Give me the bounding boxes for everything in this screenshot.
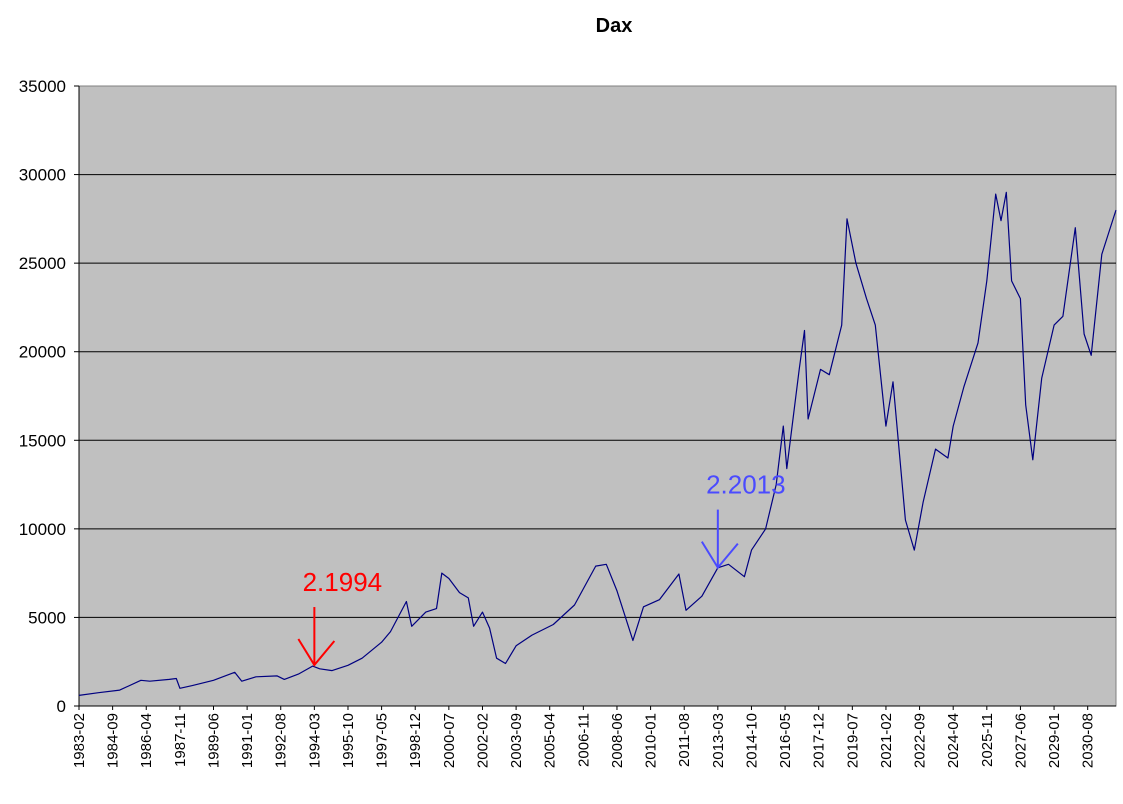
annotations: 2.1994 2.2013	[297, 470, 786, 667]
annotation-label: 2.1994	[303, 567, 383, 597]
x-tick-label: 2016-05	[777, 713, 794, 768]
x-tick-label: 2013-03	[710, 713, 727, 768]
x-tick-label: 1984-09	[105, 713, 122, 768]
plot-area	[78, 85, 1117, 707]
x-tick-label: 1989-06	[205, 713, 222, 768]
x-tick-label: 1995-10	[340, 713, 357, 768]
x-tick-label: 2021-02	[878, 713, 895, 768]
annotation-arrow-head	[700, 541, 739, 570]
x-tick-label: 1986-04	[138, 713, 155, 768]
y-tick-label: 35000	[19, 77, 66, 96]
x-tick-label: 2003-09	[508, 713, 525, 768]
x-tick-label: 2000-07	[441, 713, 458, 768]
x-tick-label: 1991-01	[239, 713, 256, 768]
x-tick-label: 2019-07	[844, 713, 861, 768]
plot-background	[78, 85, 1117, 707]
series-layer	[78, 191, 1117, 696]
x-tick-label: 2029-01	[1046, 713, 1063, 768]
x-axis: 1983-02 1984-09 1986-04 1987-11 1989-06 1991-…	[71, 705, 1116, 768]
x-tick-label: 2022-09	[912, 713, 929, 768]
x-tick-label: 1992-08	[273, 713, 290, 768]
x-tick-label: 1994-03	[306, 713, 323, 768]
y-axis: 0 5000 10000 15000 20000 25000 30000 35000	[19, 77, 80, 716]
x-tick-label: 2027-06	[1012, 713, 1029, 768]
y-tick-label: 20000	[19, 343, 66, 362]
annotation-label: 2.2013	[706, 470, 786, 500]
x-tick-label: 1987-11	[172, 713, 189, 767]
series-line-dax	[78, 191, 1117, 696]
x-tick-label: 2010-01	[643, 713, 660, 768]
y-tick-label: 15000	[19, 431, 66, 450]
x-tick-label: 1997-05	[374, 713, 391, 768]
y-tick-label: 5000	[28, 608, 66, 627]
x-tick-label: 1983-02	[71, 713, 88, 768]
annotation-arrow-head	[297, 638, 336, 667]
x-tick-label: 2005-04	[542, 713, 559, 768]
x-tick-label: 2024-04	[945, 713, 962, 768]
x-tick-label: 2011-08	[676, 713, 693, 767]
x-tick-label: 2030-08	[1080, 713, 1097, 768]
y-tick-label: 0	[57, 697, 66, 716]
y-tick-label: 10000	[19, 520, 66, 539]
x-tick-label: 2025-11	[979, 713, 996, 767]
y-tick-label: 30000	[19, 166, 66, 185]
x-tick-label: 2008-06	[609, 713, 626, 768]
gridlines	[79, 174, 1116, 618]
x-tick-label: 2014-10	[743, 713, 760, 768]
x-tick-label: 1998-12	[407, 713, 424, 768]
chart-title: Dax	[596, 15, 633, 37]
x-tick-label: 2017-12	[811, 713, 828, 768]
x-tick-label: 2002-02	[474, 713, 491, 768]
y-tick-label: 25000	[19, 254, 66, 273]
x-tick-label: 2006-11	[575, 713, 592, 767]
